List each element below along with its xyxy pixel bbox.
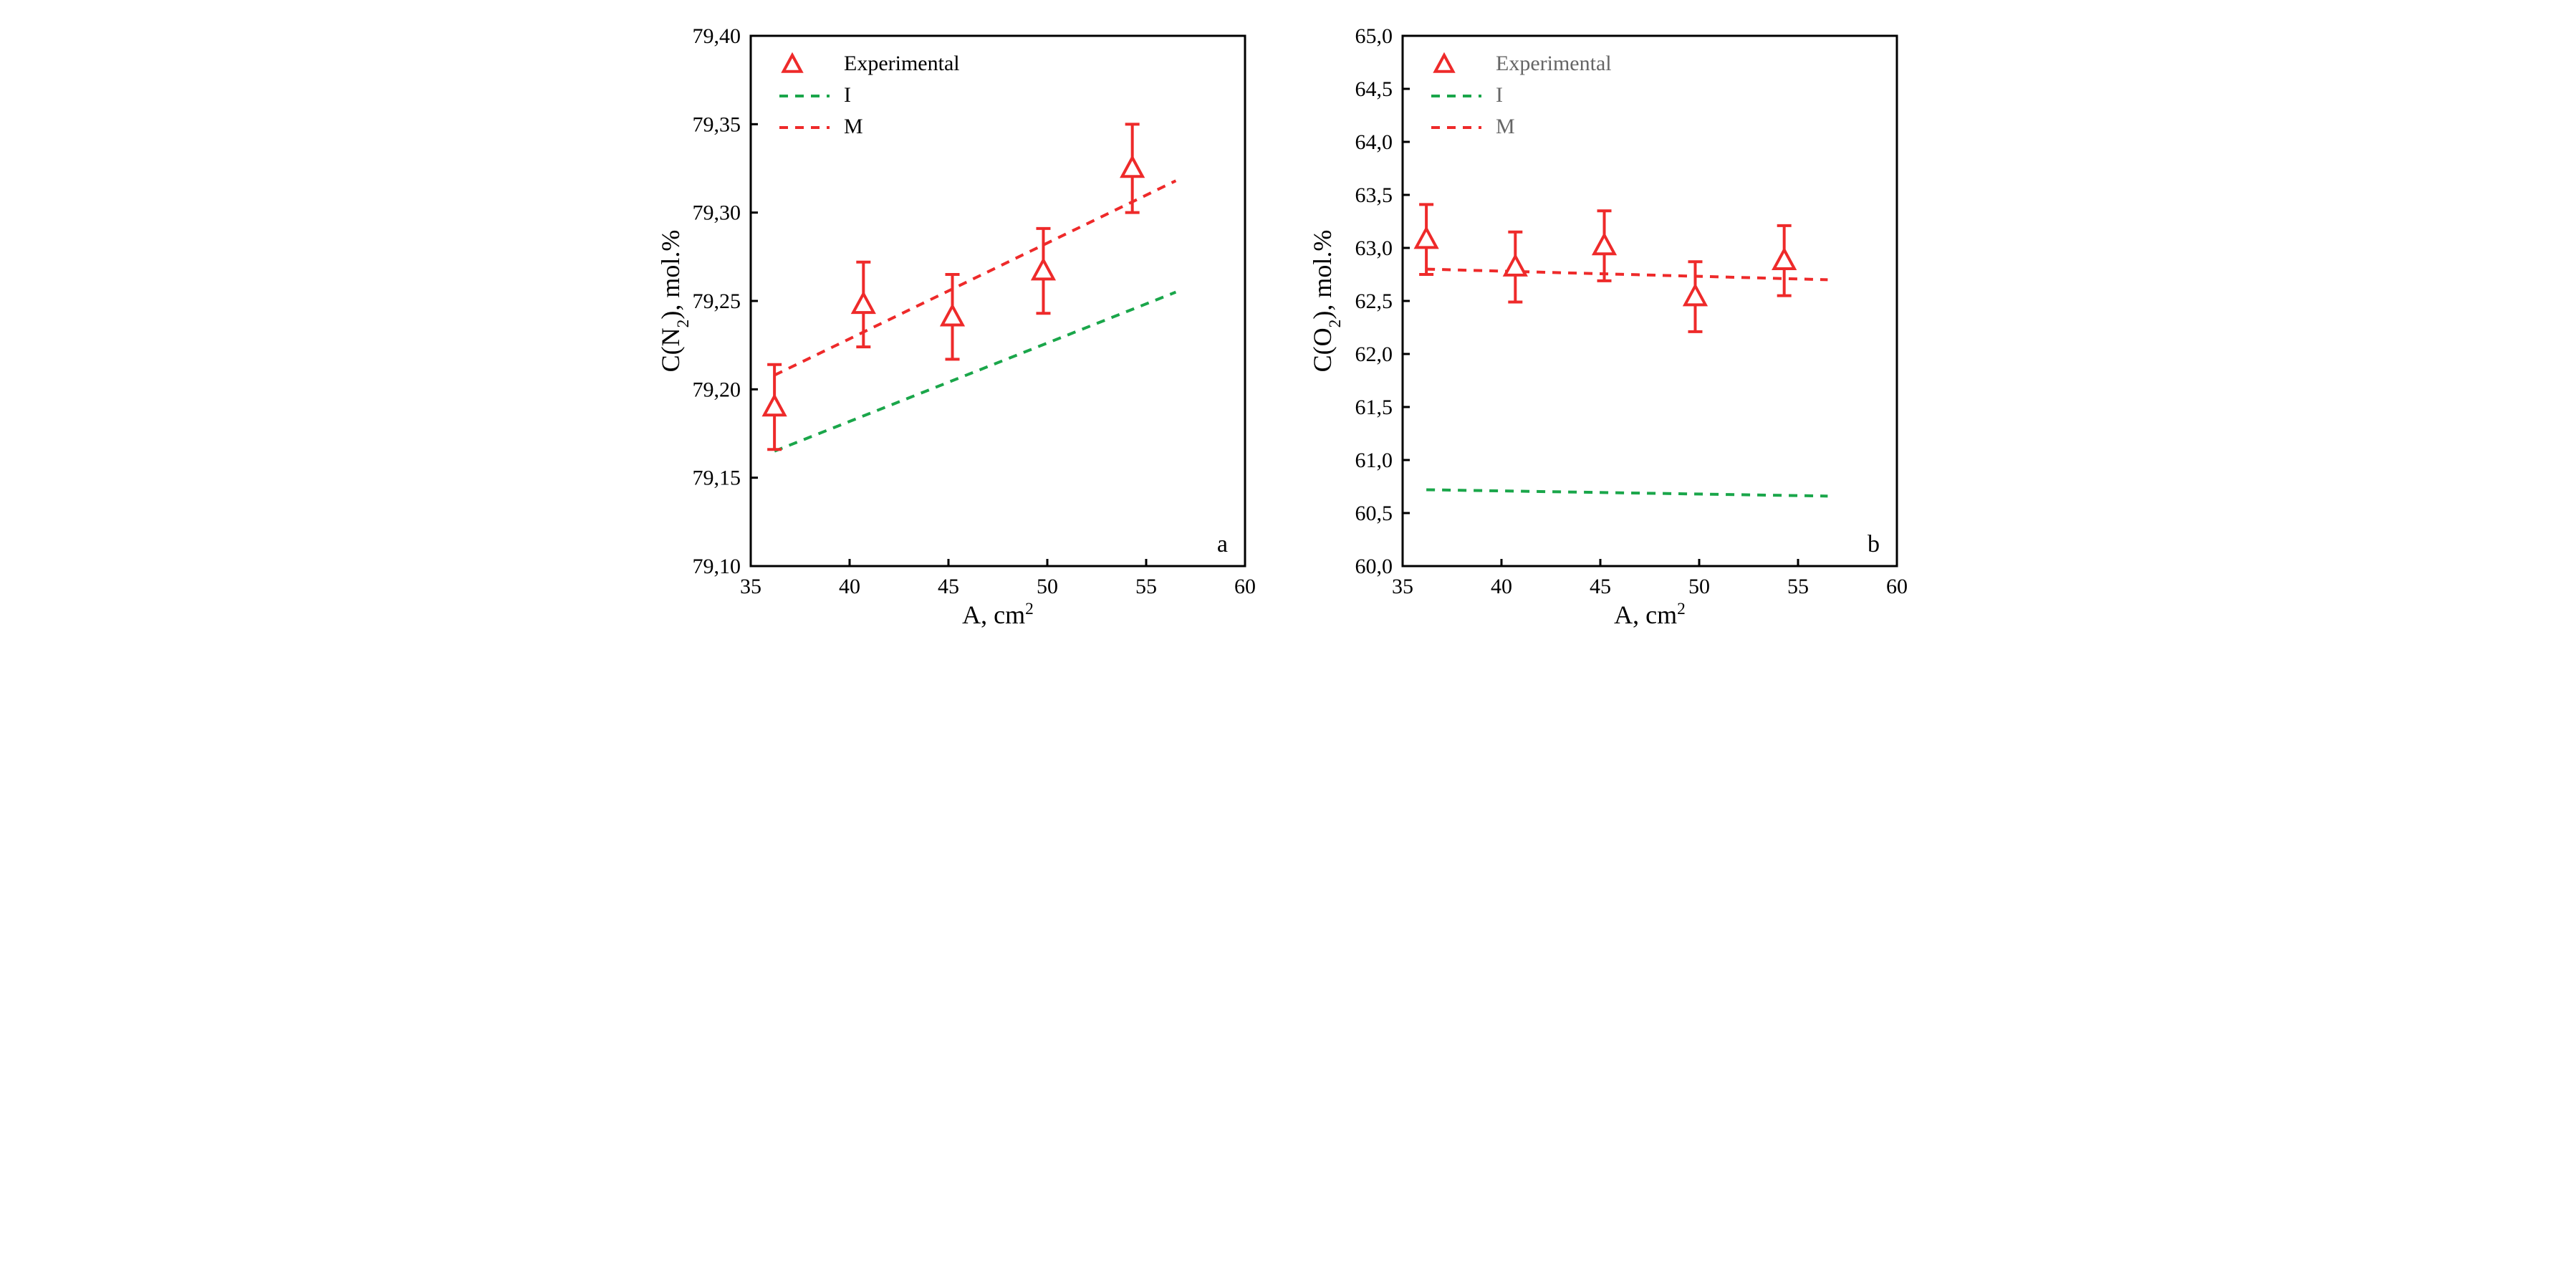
- y-tick-label: 79,25: [693, 289, 741, 313]
- y-tick-label: 60,0: [1355, 555, 1393, 578]
- legend-label: I: [1496, 83, 1503, 107]
- x-tick-label: 50: [1688, 575, 1710, 598]
- y-tick-label: 79,40: [693, 24, 741, 48]
- x-tick-label: 45: [938, 575, 959, 598]
- y-tick-label: 79,20: [693, 378, 741, 401]
- y-tick-label: 64,0: [1355, 130, 1393, 154]
- legend-label: I: [844, 83, 851, 107]
- y-tick-label: 62,0: [1355, 343, 1393, 366]
- legend-label: M: [1496, 115, 1515, 138]
- panel-b: 35 40 45 50 55 60 60,0 60,5 61,0 61,5 62,0 62,5 63,0…: [1302, 14, 1926, 638]
- x-axis-label: A, cm2: [1614, 600, 1686, 629]
- x-tick-label: 45: [1590, 575, 1611, 598]
- y-tick-label: 79,35: [693, 112, 741, 136]
- x-tick-label: 50: [1037, 575, 1058, 598]
- legend-label: Experimental: [844, 52, 960, 75]
- y-tick-label: 63,0: [1355, 236, 1393, 260]
- y-tick-label: 79,30: [693, 201, 741, 225]
- y-tick-label: 65,0: [1355, 24, 1393, 48]
- y-tick-label: 79,10: [693, 555, 741, 578]
- panel-a: 35 40 45 50 55 60 79,10 79,15 79,20 79,25 79,30 79,…: [650, 14, 1274, 638]
- x-tick-label: 60: [1234, 575, 1256, 598]
- x-axis-label: A, cm2: [962, 600, 1034, 629]
- x-tick-label: 55: [1135, 575, 1157, 598]
- chart-a-svg: 35 40 45 50 55 60 79,10 79,15 79,20 79,25 79,30 79,…: [650, 14, 1274, 638]
- panel-label: b: [1868, 531, 1880, 557]
- x-tick-label: 35: [1392, 575, 1413, 598]
- y-tick-label: 60,5: [1355, 502, 1393, 525]
- x-tick-label: 55: [1787, 575, 1809, 598]
- panel-label: a: [1217, 531, 1228, 557]
- x-tick-label: 40: [839, 575, 860, 598]
- y-tick-label: 61,0: [1355, 449, 1393, 472]
- y-tick-label: 61,5: [1355, 396, 1393, 419]
- y-tick-label: 79,15: [693, 466, 741, 490]
- y-tick-label: 64,5: [1355, 77, 1393, 101]
- x-tick-label: 60: [1886, 575, 1908, 598]
- legend-label: M: [844, 115, 863, 138]
- chart-b-svg: 35 40 45 50 55 60 60,0 60,5 61,0 61,5 62,0 62,5 63,0…: [1302, 14, 1926, 638]
- x-tick-label: 35: [740, 575, 761, 598]
- chart-bg: [1302, 14, 1926, 638]
- figure-container: 35 40 45 50 55 60 79,10 79,15 79,20 79,25 79,30 79,…: [14, 14, 2562, 638]
- y-tick-label: 62,5: [1355, 289, 1393, 313]
- y-tick-label: 63,5: [1355, 183, 1393, 207]
- x-tick-label: 40: [1491, 575, 1512, 598]
- legend-label: Experimental: [1496, 52, 1612, 75]
